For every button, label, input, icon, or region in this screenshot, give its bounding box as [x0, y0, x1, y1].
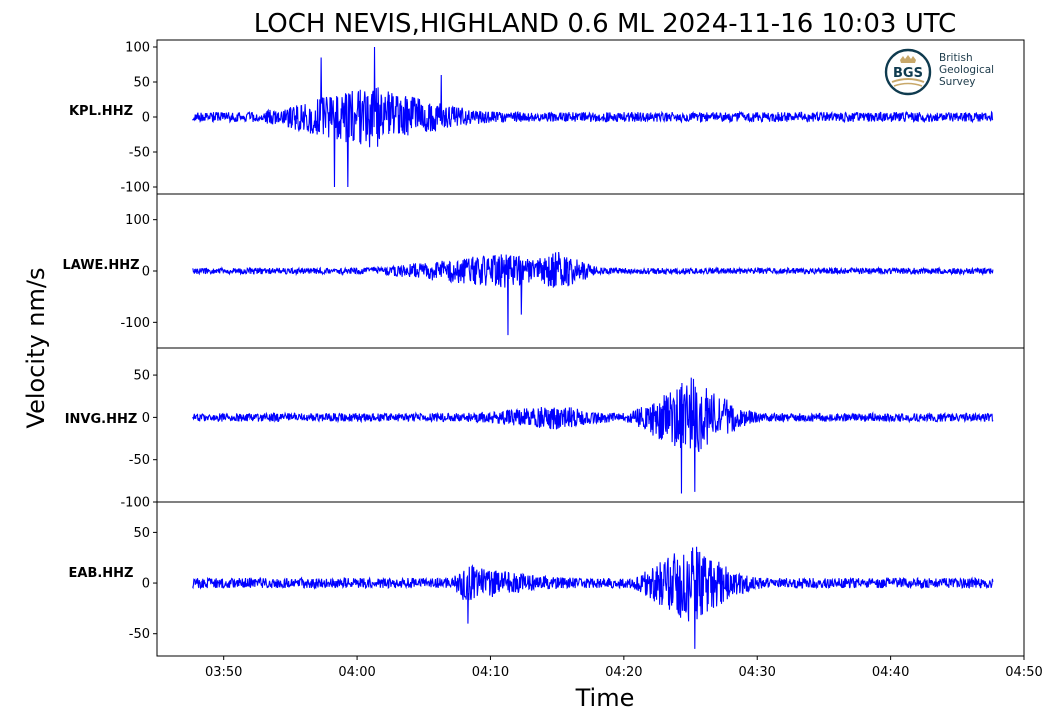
waveform-line — [192, 377, 994, 494]
logo-line: British — [939, 52, 973, 64]
chart-title: LOCH NEVIS,HIGHLAND 0.6 ML 2024-11-16 10… — [254, 9, 957, 39]
station-label: EAB.HHZ — [69, 566, 134, 581]
y-tick-label: 50 — [133, 76, 150, 91]
y-tick-label: -100 — [120, 316, 150, 331]
logo-wave — [893, 82, 923, 87]
x-tick-label: 04:40 — [872, 665, 909, 680]
trace-panel: 50 0 -50 -100 INVG.HHZ — [65, 347, 1025, 511]
y-axis-label: Velocity nm/s — [22, 268, 50, 429]
x-axis: 03:50 04:00 04:10 04:20 04:30 04:40 04:50 — [205, 656, 1043, 680]
trace-panel: 100 0 -100 LAWE.HHZ — [62, 193, 1025, 349]
x-tick-label: 04:10 — [472, 665, 509, 680]
station-label: LAWE.HHZ — [62, 258, 139, 273]
panel-frame — [156, 501, 1025, 657]
bgs-logo: BGS British Geological Survey — [884, 48, 994, 96]
y-tick-label: 100 — [125, 41, 150, 56]
y-tick-label: -100 — [120, 496, 150, 511]
y-tick-label: 50 — [133, 526, 150, 541]
crown-icon — [900, 55, 916, 63]
logo-line: Survey — [939, 76, 976, 88]
waveform-line — [192, 46, 994, 188]
waveform-line — [192, 546, 994, 649]
x-axis-label: Time — [575, 684, 635, 712]
y-tick-label: -50 — [129, 146, 150, 161]
trace-panels: 100 50 0 -50 -100 KPL.HHZ 100 0 -100 LAWE.HHZ 50 0 -… — [62, 39, 1025, 657]
y-tick-label: 50 — [133, 369, 150, 384]
x-tick-label: 04:00 — [338, 665, 375, 680]
y-tick-label: -50 — [129, 627, 150, 642]
y-tick-label: 0 — [142, 577, 150, 592]
logo-line: Geological — [939, 64, 994, 76]
x-tick-label: 04:20 — [605, 665, 642, 680]
logo-mark: BGS — [893, 66, 923, 81]
y-tick-label: 100 — [125, 213, 150, 228]
logo-ring — [884, 48, 932, 96]
y-tick-label: 0 — [142, 411, 150, 426]
x-tick-label: 03:50 — [205, 665, 242, 680]
y-tick-label: 0 — [142, 111, 150, 126]
logo-wave — [891, 78, 925, 83]
station-label: INVG.HHZ — [65, 412, 138, 427]
x-tick-label: 04:50 — [1005, 665, 1042, 680]
trace-panel: 50 0 -50 EAB.HHZ — [69, 501, 1025, 657]
y-tick-label: -50 — [129, 453, 150, 468]
x-tick-label: 04:30 — [738, 665, 775, 680]
trace-panel: 100 50 0 -50 -100 KPL.HHZ — [69, 39, 1025, 196]
station-label: KPL.HHZ — [69, 104, 133, 119]
y-tick-label: -100 — [120, 181, 150, 196]
panel-frame — [156, 347, 1025, 503]
y-tick-label: 0 — [142, 265, 150, 280]
waveform-line — [192, 252, 994, 336]
